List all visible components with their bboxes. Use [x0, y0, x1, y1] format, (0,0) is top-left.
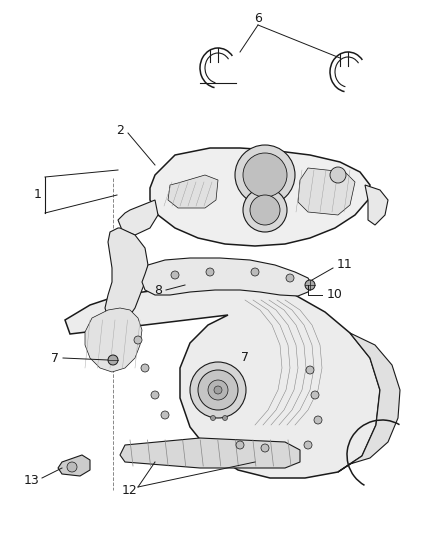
Circle shape	[250, 195, 280, 225]
Circle shape	[171, 271, 179, 279]
Text: 6: 6	[254, 12, 262, 25]
Circle shape	[305, 280, 315, 290]
Polygon shape	[105, 228, 148, 322]
Polygon shape	[58, 455, 90, 476]
Polygon shape	[365, 185, 388, 225]
Circle shape	[286, 274, 294, 282]
Polygon shape	[142, 258, 312, 296]
Circle shape	[206, 268, 214, 276]
Circle shape	[223, 416, 227, 421]
Circle shape	[161, 411, 169, 419]
Circle shape	[67, 462, 77, 472]
Circle shape	[251, 268, 259, 276]
Text: 10: 10	[327, 287, 343, 301]
Text: 1: 1	[34, 189, 42, 201]
Circle shape	[243, 188, 287, 232]
Circle shape	[236, 441, 244, 449]
Circle shape	[306, 366, 314, 374]
Circle shape	[134, 336, 142, 344]
Circle shape	[211, 416, 215, 421]
Circle shape	[151, 391, 159, 399]
Polygon shape	[338, 333, 400, 472]
Polygon shape	[168, 175, 218, 208]
Polygon shape	[298, 168, 355, 215]
Text: 2: 2	[116, 124, 124, 136]
Circle shape	[141, 364, 149, 372]
Circle shape	[304, 441, 312, 449]
Circle shape	[330, 167, 346, 183]
Text: 12: 12	[122, 483, 138, 497]
Text: 8: 8	[154, 284, 162, 296]
Circle shape	[235, 145, 295, 205]
Circle shape	[314, 416, 322, 424]
Polygon shape	[118, 200, 158, 235]
Circle shape	[261, 444, 269, 452]
Circle shape	[108, 355, 118, 365]
Text: 11: 11	[337, 259, 353, 271]
Circle shape	[311, 391, 319, 399]
Circle shape	[190, 362, 246, 418]
Circle shape	[198, 370, 238, 410]
Polygon shape	[150, 148, 370, 246]
Text: 7: 7	[51, 351, 59, 365]
Circle shape	[208, 380, 228, 400]
Text: 7: 7	[241, 351, 249, 364]
Circle shape	[214, 386, 222, 394]
Polygon shape	[120, 438, 300, 468]
Circle shape	[243, 153, 287, 197]
Polygon shape	[85, 308, 142, 372]
Text: 13: 13	[24, 473, 40, 487]
Polygon shape	[65, 288, 380, 478]
